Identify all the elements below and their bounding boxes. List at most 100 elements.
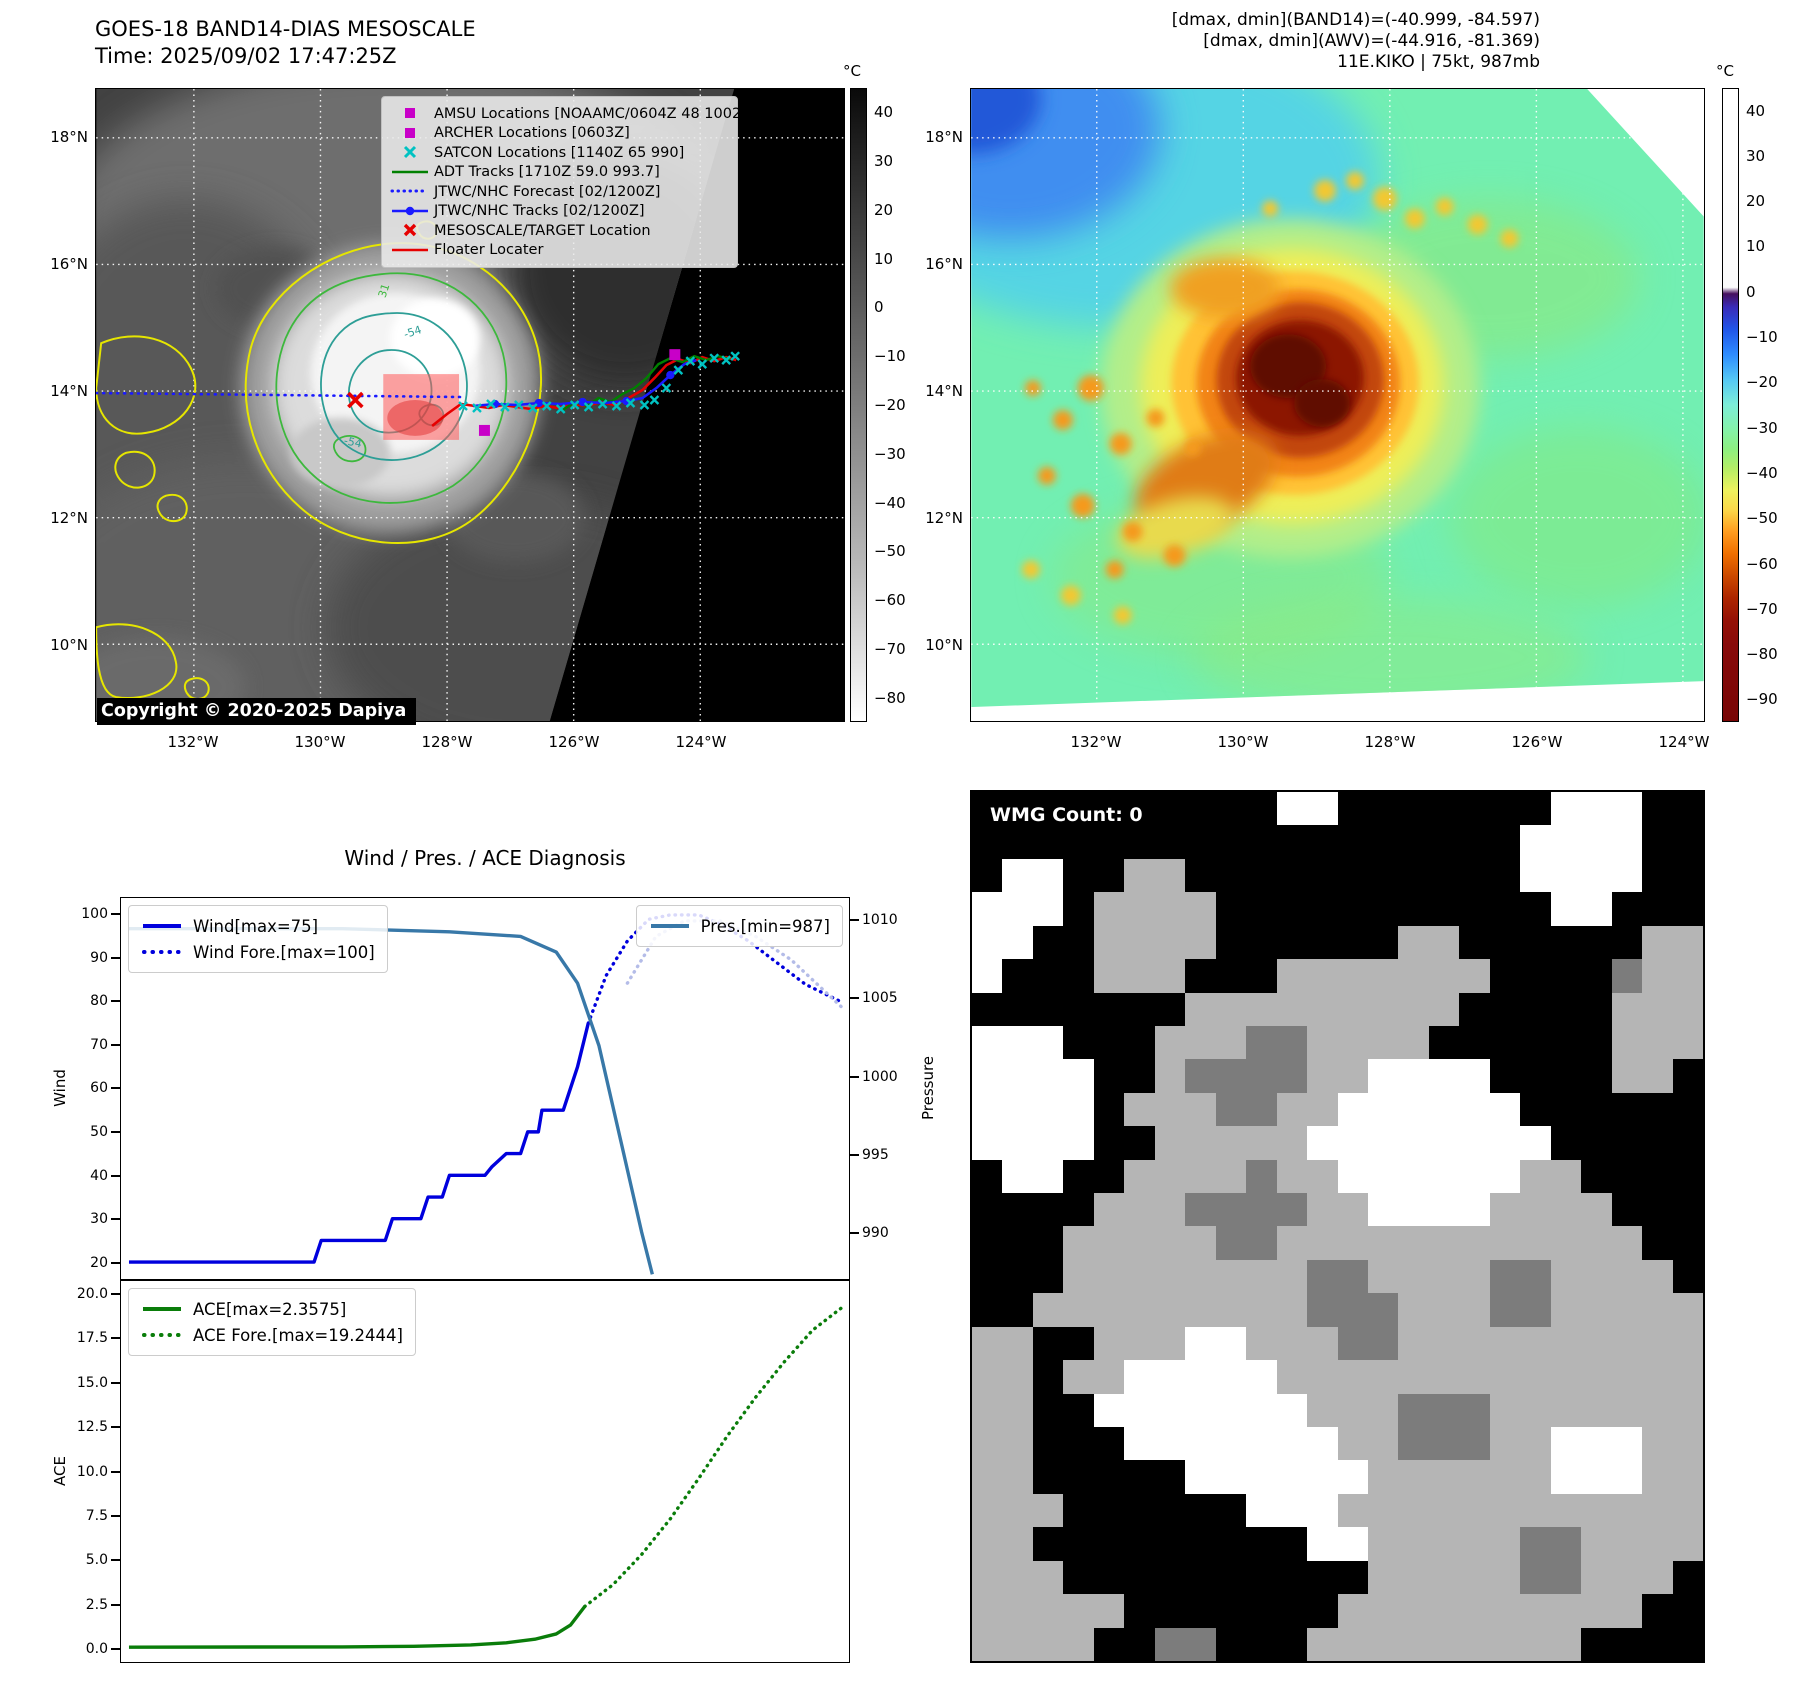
storm-stats-header: [dmax, dmin](BAND14)=(-40.999, -84.597) … <box>1172 10 1540 73</box>
colorbar-tick: −20 <box>1746 373 1778 392</box>
lat-label: 12°N <box>50 509 88 527</box>
legend-label: Wind[max=75] <box>193 916 319 936</box>
amsu-location-marker <box>669 349 681 361</box>
lon-label: 126°W <box>548 733 600 751</box>
ace-tick: 17.5 <box>76 1330 108 1347</box>
legend-item: ACE[max=2.3575] <box>141 1296 403 1322</box>
lat-label: 18°N <box>925 128 963 146</box>
copyright-watermark: Copyright © 2020-2025 Dapiya <box>97 698 417 725</box>
lat-label: 14°N <box>50 382 88 400</box>
tick-mark <box>111 1381 120 1384</box>
red-x-icon <box>388 223 434 238</box>
colorbar-tick: 20 <box>874 200 894 219</box>
pressure-axis-label: Pressure <box>919 1055 937 1121</box>
contour-label: -54 <box>343 434 363 450</box>
lat-label: 16°N <box>925 255 963 273</box>
ace-tick: 10.0 <box>76 1463 108 1480</box>
Wind Fore.[max=100]-line <box>586 913 843 1026</box>
legend-item: JTWC/NHC Forecast [02/1200Z] <box>388 182 731 202</box>
legend-label: Wind Fore.[max=100] <box>193 942 375 962</box>
tick-mark <box>850 1232 859 1234</box>
colorbar-unit: °C <box>1716 62 1734 80</box>
colorbar-tick: 10 <box>1746 237 1766 256</box>
ace-forecast-dotted-icon <box>142 1333 183 1337</box>
legend-label: MESOSCALE/TARGET Location <box>434 222 651 239</box>
legend-label: ACE Fore.[max=19.2444] <box>193 1325 403 1345</box>
colorbar-tick: 0 <box>1746 282 1756 301</box>
legend-label: ACE[max=2.3575] <box>193 1299 347 1319</box>
pressure-tick: 1005 <box>862 990 898 1007</box>
tick-mark <box>111 1000 120 1003</box>
convective-speckles-west <box>1024 375 1201 579</box>
colorbar-tick: −30 <box>874 444 906 463</box>
mesoscale-target-x-icon <box>347 391 364 409</box>
colorbar-tick: 40 <box>1746 101 1766 120</box>
Wind[max=75]-line <box>128 1023 590 1264</box>
ace-tick: 20.0 <box>76 1286 108 1302</box>
tick-mark <box>850 919 859 921</box>
colorbar-tick: −50 <box>874 542 906 561</box>
satellite-product-title: GOES-18 BAND14-DIAS MESOSCALE <box>95 17 476 41</box>
awv-color-ir-map <box>970 88 1705 722</box>
diagnosis-title: Wind / Pres. / ACE Diagnosis <box>344 846 626 870</box>
pressure-tick: 1010 <box>862 912 898 928</box>
colorbar-tick: −90 <box>1746 690 1778 709</box>
wind-tick: 70 <box>90 1036 108 1053</box>
legend-item: Floater Locater <box>388 241 731 261</box>
wind-tick: 50 <box>90 1124 108 1140</box>
ACE[max=2.3575]-line <box>128 1605 587 1649</box>
tick-mark <box>111 913 120 915</box>
tick-mark <box>111 1087 120 1090</box>
pressure-tick: 1000 <box>862 1068 898 1085</box>
jtwc-forecast-line <box>96 391 465 399</box>
ace-axis-label: ACE <box>51 1456 69 1486</box>
legend-item: Wind[max=75] <box>141 913 375 939</box>
legend-label: Pres.[min=987] <box>700 916 830 936</box>
ace-tick: 2.5 <box>85 1596 108 1613</box>
lon-label: 128°W <box>421 733 473 751</box>
lat-label: 10°N <box>50 636 88 654</box>
grayscale-colorbar <box>850 88 867 722</box>
legend-item: ARCHER Locations [0603Z] <box>388 124 731 144</box>
ACE Fore.[max=19.2444]-line <box>583 1306 843 1609</box>
legend-item: ACE Fore.[max=19.2444] <box>141 1322 403 1348</box>
colorbar-tick: −30 <box>1746 418 1778 437</box>
storm-id-intensity: 11E.KIKO | 75kt, 987mb <box>1337 52 1540 72</box>
tick-mark <box>111 1603 120 1606</box>
contour-label: 31 <box>376 282 393 299</box>
lon-label: 124°W <box>675 733 727 751</box>
colorbar-tick: −40 <box>1746 463 1778 482</box>
ace-series <box>128 1306 843 1649</box>
tick-mark <box>111 1470 120 1473</box>
wind-tick: 90 <box>90 949 108 966</box>
magenta-square-icon <box>388 126 434 141</box>
lat-label: 18°N <box>50 128 88 146</box>
ir-colorbar <box>1722 88 1739 722</box>
green-line-icon <box>388 165 434 180</box>
ace-tick: 12.5 <box>76 1419 108 1436</box>
wind-axis-label: Wind <box>51 1069 69 1107</box>
colorbar-tick: −70 <box>874 639 906 658</box>
mesoscale-target-box <box>383 374 460 440</box>
graticule <box>971 89 1704 721</box>
tick-mark <box>111 1174 120 1177</box>
legend-label: JTWC/NHC Tracks [02/1200Z] <box>434 203 645 220</box>
tick-mark <box>111 1648 120 1651</box>
legend-label: SATCON Locations [1140Z 65 990] <box>434 144 685 161</box>
wind-forecast-dotted-icon <box>142 950 183 954</box>
colorbar-tick: −80 <box>874 688 906 707</box>
wind-tick: 40 <box>90 1167 108 1184</box>
dmax-dmin-awv: [dmax, dmin](AWV)=(-44.916, -81.369) <box>1203 31 1540 51</box>
colorbar-tick: −40 <box>874 493 906 512</box>
legend-item: ADT Tracks [1710Z 59.0 993.7] <box>388 163 731 183</box>
colorbar-tick: 40 <box>874 103 894 122</box>
lat-label: 14°N <box>925 382 963 400</box>
legend-label: ARCHER Locations [0603Z] <box>434 125 630 142</box>
legend-label: Floater Locater <box>434 242 544 259</box>
lat-label: 10°N <box>925 636 963 654</box>
blue-line-dot-icon <box>388 204 434 219</box>
legend-item: Pres.[min=987] <box>649 913 830 939</box>
goes-band14-map: 31 -54 -54 AMSU Locations [NOAAMC/0604Z … <box>95 88 845 722</box>
wind-line-icon <box>143 924 181 928</box>
archer-location-marker <box>478 424 490 436</box>
